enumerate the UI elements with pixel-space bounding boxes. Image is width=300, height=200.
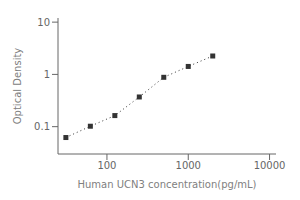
svg-text:10: 10 bbox=[37, 17, 50, 28]
svg-text:100: 100 bbox=[97, 160, 116, 171]
svg-text:1000: 1000 bbox=[176, 160, 201, 171]
svg-text:1: 1 bbox=[44, 69, 50, 80]
svg-text:10000: 10000 bbox=[254, 160, 286, 171]
svg-text:0.1: 0.1 bbox=[34, 121, 50, 132]
svg-text:Optical Density: Optical Density bbox=[12, 48, 23, 125]
svg-text:Human UCN3 concentration(pg/mL: Human UCN3 concentration(pg/mL) bbox=[77, 179, 256, 190]
